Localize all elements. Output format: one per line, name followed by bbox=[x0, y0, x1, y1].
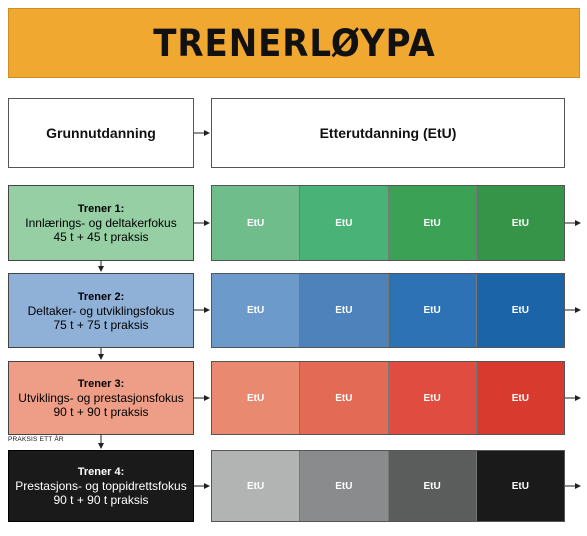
etu-cell: EtU bbox=[212, 186, 301, 260]
trainer-2-box: Trener 2: Deltaker- og utviklingsfokus 7… bbox=[8, 273, 194, 348]
etu-cell: EtU bbox=[212, 274, 301, 347]
etu-cell: EtU bbox=[388, 451, 477, 521]
etu-cell: EtU bbox=[476, 451, 564, 521]
trainer-3-focus: Utviklings- og prestasjonsfokus bbox=[18, 391, 184, 405]
base-education-label: Grunnutdanning bbox=[46, 125, 156, 141]
trainer-4-focus: Prestasjons- og toppidrettsfokus bbox=[15, 479, 187, 493]
practice-note: PRAKSIS ETT ÅR bbox=[8, 436, 64, 443]
etu-cell: EtU bbox=[300, 274, 389, 347]
etu-cell: EtU bbox=[300, 451, 389, 521]
trainer-1-focus: Innlærings- og deltakerfokus bbox=[25, 216, 177, 230]
etu-cell: EtU bbox=[212, 451, 301, 521]
etu-cell: EtU bbox=[212, 362, 301, 434]
etu-cell: EtU bbox=[388, 362, 477, 434]
etu-cell: EtU bbox=[476, 274, 564, 347]
etu-cell: EtU bbox=[476, 186, 564, 260]
trainer-3-hours: 90 t + 90 t praksis bbox=[53, 405, 149, 419]
trainer-3-box: Trener 3: Utviklings- og prestasjonsfoku… bbox=[8, 361, 194, 435]
trainer-1-title: Trener 1: bbox=[77, 203, 125, 215]
trainer-2-hours: 75 t + 75 t praksis bbox=[53, 317, 149, 332]
trainer-1-hours: 45 t + 45 t praksis bbox=[53, 230, 149, 244]
trainer-4-title: Trener 4: bbox=[77, 466, 125, 478]
further-education-header: Etterutdanning (EtU) bbox=[211, 98, 565, 168]
base-education-header: Grunnutdanning bbox=[8, 98, 194, 168]
etu-row-trainer-1: EtU EtU EtU EtU bbox=[211, 185, 565, 261]
trainer-3-title: Trener 3: bbox=[77, 378, 125, 390]
trainer-2-title: Trener 2: bbox=[77, 290, 125, 303]
trainer-4-hours: 90 t + 90 t praksis bbox=[53, 493, 149, 507]
etu-cell: EtU bbox=[388, 186, 477, 260]
etu-row-trainer-2: EtU EtU EtU EtU bbox=[211, 273, 565, 348]
trainer-4-box: Trener 4: Prestasjons- og toppidrettsfok… bbox=[8, 450, 194, 522]
page-title: TRENERLØYPA bbox=[152, 21, 436, 65]
etu-row-trainer-4: EtU EtU EtU EtU bbox=[211, 450, 565, 522]
trainer-2-focus: Deltaker- og utviklingsfokus bbox=[27, 303, 175, 318]
trainer-1-box: Trener 1: Innlærings- og deltakerfokus 4… bbox=[8, 185, 194, 261]
etu-cell: EtU bbox=[300, 362, 389, 434]
etu-cell: EtU bbox=[388, 274, 477, 347]
etu-row-trainer-3: EtU EtU EtU EtU bbox=[211, 361, 565, 435]
title-banner: TRENERLØYPA bbox=[8, 8, 580, 78]
etu-cell: EtU bbox=[476, 362, 564, 434]
further-education-label: Etterutdanning (EtU) bbox=[319, 125, 457, 141]
etu-cell: EtU bbox=[300, 186, 389, 260]
